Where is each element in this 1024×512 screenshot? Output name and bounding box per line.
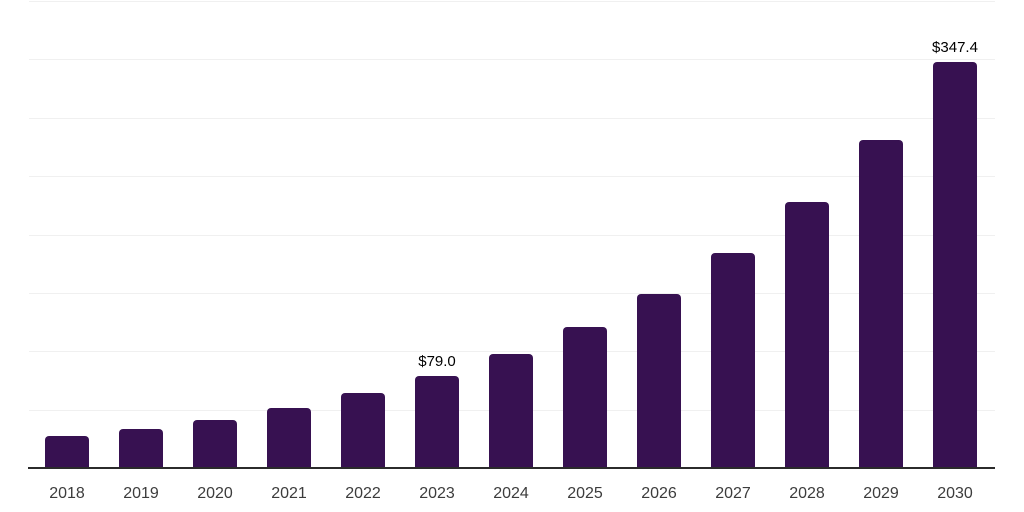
x-tick-2023: 2023 — [419, 485, 455, 502]
x-tick-2026: 2026 — [641, 485, 677, 502]
x-tick-2022: 2022 — [345, 485, 381, 502]
bar-2024 — [489, 354, 533, 468]
x-tick-2030: 2030 — [937, 485, 973, 502]
x-tick-2027: 2027 — [715, 485, 751, 502]
bar-2025 — [563, 327, 607, 468]
bar-2019 — [119, 429, 163, 468]
gridline-400 — [29, 1, 995, 2]
gridline-150 — [29, 293, 995, 294]
bar-2027 — [711, 253, 755, 468]
bar-2026 — [637, 294, 681, 468]
x-axis-line — [28, 467, 995, 469]
x-tick-2021: 2021 — [271, 485, 307, 502]
bar-2021 — [267, 408, 311, 468]
bar-2023 — [415, 376, 459, 468]
bar-2028 — [785, 202, 829, 468]
data-label-2030: $347.4 — [932, 39, 978, 56]
x-tick-2020: 2020 — [197, 485, 233, 502]
x-tick-2029: 2029 — [863, 485, 899, 502]
x-tick-2028: 2028 — [789, 485, 825, 502]
bar-2018 — [45, 436, 89, 468]
gridline-350 — [29, 59, 995, 60]
gridline-100 — [29, 351, 995, 352]
bar-2029 — [859, 140, 903, 468]
gridline-250 — [29, 176, 995, 177]
x-tick-2025: 2025 — [567, 485, 603, 502]
bar-2020 — [193, 420, 237, 468]
plot-area: $79.0 $347.4 — [28, 1, 995, 469]
x-tick-2018: 2018 — [49, 485, 85, 502]
data-label-2023: $79.0 — [418, 353, 456, 370]
x-tick-2019: 2019 — [123, 485, 159, 502]
gridline-300 — [29, 118, 995, 119]
bar-2022 — [341, 393, 385, 468]
x-tick-2024: 2024 — [493, 485, 529, 502]
bar-2030 — [933, 62, 977, 468]
gridline-200 — [29, 235, 995, 236]
